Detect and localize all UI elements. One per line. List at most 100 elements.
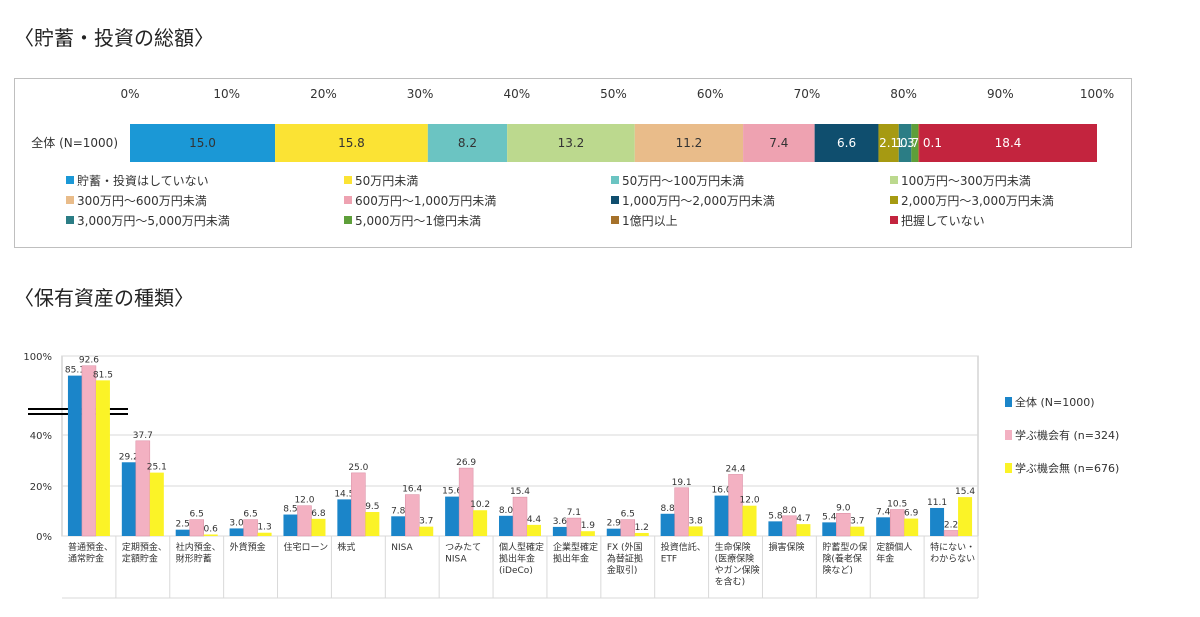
- x-category-label: やガン保険: [715, 564, 760, 576]
- x-category-label: (iDeCo): [499, 566, 533, 576]
- legend-label: 1億円以上: [622, 214, 678, 228]
- legend-swatch: [66, 196, 74, 204]
- bar-value-label: 5.4: [822, 512, 837, 522]
- bar-value-label: 24.4: [726, 464, 746, 474]
- bar-value-label: 9.0: [836, 503, 851, 513]
- bar: [943, 530, 959, 537]
- bar-value-label: 10.5: [887, 499, 907, 509]
- x-category-label: 財形貯蓄: [176, 553, 212, 565]
- bar-value-label: 25.0: [348, 463, 368, 473]
- bar-value-label: 81.5: [93, 370, 113, 380]
- bar-value-label: 7.4: [876, 507, 891, 517]
- x-category-label: 険など): [822, 565, 853, 576]
- bar-value-label: 3.7: [419, 517, 433, 527]
- x-category-label: 拠出年金: [499, 553, 535, 565]
- bar: [660, 513, 675, 536]
- bar-value-label: 3.6: [553, 517, 568, 527]
- x-category-label: を含む): [715, 576, 746, 588]
- bar-value-label: 7.8: [391, 506, 406, 516]
- x-category-label: ETF: [661, 555, 677, 565]
- legend-swatch: [1005, 463, 1012, 473]
- bar: [419, 526, 434, 536]
- x-category-label: 年金: [876, 553, 894, 565]
- legend-swatch: [66, 216, 74, 224]
- x-tick-label: 50%: [600, 87, 627, 101]
- bar-value-label: 6.8: [311, 509, 326, 519]
- bar-value-label: 1.9: [581, 521, 596, 531]
- x-tick-label: 60%: [697, 87, 724, 101]
- bar-value-label: 6.5: [243, 510, 257, 520]
- bar: [876, 517, 891, 536]
- stacked-segment: [130, 124, 276, 162]
- bar: [714, 495, 729, 536]
- x-category-label: 定額個人: [876, 541, 912, 553]
- legend-label: 2,000万円～3,000万円未満: [901, 194, 1054, 208]
- x-tick-label: 100%: [1080, 87, 1114, 101]
- bar-value-label: 1.3: [257, 523, 271, 533]
- bar: [337, 499, 352, 536]
- legend-label: 把握していない: [901, 213, 985, 228]
- legend-label: 3,000万円～5,000万円未満: [77, 214, 230, 228]
- bar-value-label: 8.0: [499, 506, 514, 516]
- bar: [189, 519, 204, 537]
- y-tick-label: 40%: [30, 431, 52, 442]
- bar: [257, 532, 272, 536]
- bar-value-label: 8.5: [283, 505, 297, 515]
- bar-value-label: 10.2: [470, 500, 490, 510]
- bar: [243, 519, 258, 537]
- legend-label: 5,000万円～1億円未満: [355, 214, 481, 228]
- x-category-label: わからない: [930, 554, 975, 565]
- bar-value-label: 0.6: [204, 524, 219, 534]
- legend-swatch: [611, 216, 619, 224]
- legend-swatch: [344, 176, 352, 184]
- legend-swatch: [1005, 430, 1012, 440]
- bar: [365, 512, 380, 536]
- bar: [458, 467, 474, 537]
- bar: [229, 528, 244, 536]
- segment-value-label: 2.1: [879, 136, 898, 150]
- bar: [203, 534, 218, 536]
- legend-label: 50万円～100万円未満: [622, 174, 744, 188]
- category-label: 全体 (N=1000): [31, 135, 118, 150]
- legend-swatch: [1005, 397, 1012, 407]
- bar: [688, 526, 703, 536]
- bar: [796, 524, 811, 536]
- bar: [889, 509, 905, 537]
- bar-value-label: 19.1: [672, 478, 692, 488]
- segment-value-label: 1.3: [896, 136, 915, 150]
- bar-value-label: 16.0: [712, 486, 732, 496]
- bar-value-label: 7.1: [567, 508, 581, 518]
- x-category-label: 外貨預金: [230, 541, 266, 553]
- bar: [499, 515, 513, 536]
- bar-value-label: 12.0: [740, 496, 760, 506]
- bar-value-label: 14.5: [334, 489, 354, 499]
- stacked-segment: [427, 124, 508, 162]
- stacked-chart-title: 〈貯蓄・投資の総額〉: [14, 26, 214, 50]
- x-category-label: 拠出年金: [553, 553, 589, 565]
- x-category-label: 個人型確定: [499, 541, 544, 553]
- bar: [742, 505, 757, 536]
- bar: [404, 494, 420, 537]
- x-category-label: 定額貯金: [122, 553, 158, 565]
- y-tick-label: 100%: [23, 352, 52, 363]
- bar: [606, 528, 621, 536]
- x-category-label: 企業型確定: [553, 541, 598, 553]
- asset-types-grouped-chart: 0% 20% 40% 100% 85.192.6 81.5 普通預金、通常貯金 29.2 37.…: [23, 352, 1119, 599]
- x-category-label: 特にない・: [930, 541, 975, 553]
- x-category-label: NISA: [391, 543, 413, 553]
- bar: [67, 375, 82, 536]
- segment-value-label: 15.8: [338, 136, 365, 150]
- chart-frame: [14, 78, 1132, 248]
- legend-swatch: [611, 176, 619, 184]
- bar: [552, 526, 567, 536]
- bar: [566, 517, 582, 537]
- bar-value-label: 25.1: [147, 463, 167, 473]
- bar-value-label: 85.1: [65, 366, 85, 376]
- legend-swatch: [344, 216, 352, 224]
- bar: [81, 365, 97, 537]
- x-category-label: 金取引): [607, 564, 638, 576]
- bar-value-label: 12.0: [294, 496, 314, 506]
- bar-value-label: 2.9: [607, 519, 622, 529]
- bar: [391, 516, 406, 536]
- segment-value-label: 13.2: [558, 136, 585, 150]
